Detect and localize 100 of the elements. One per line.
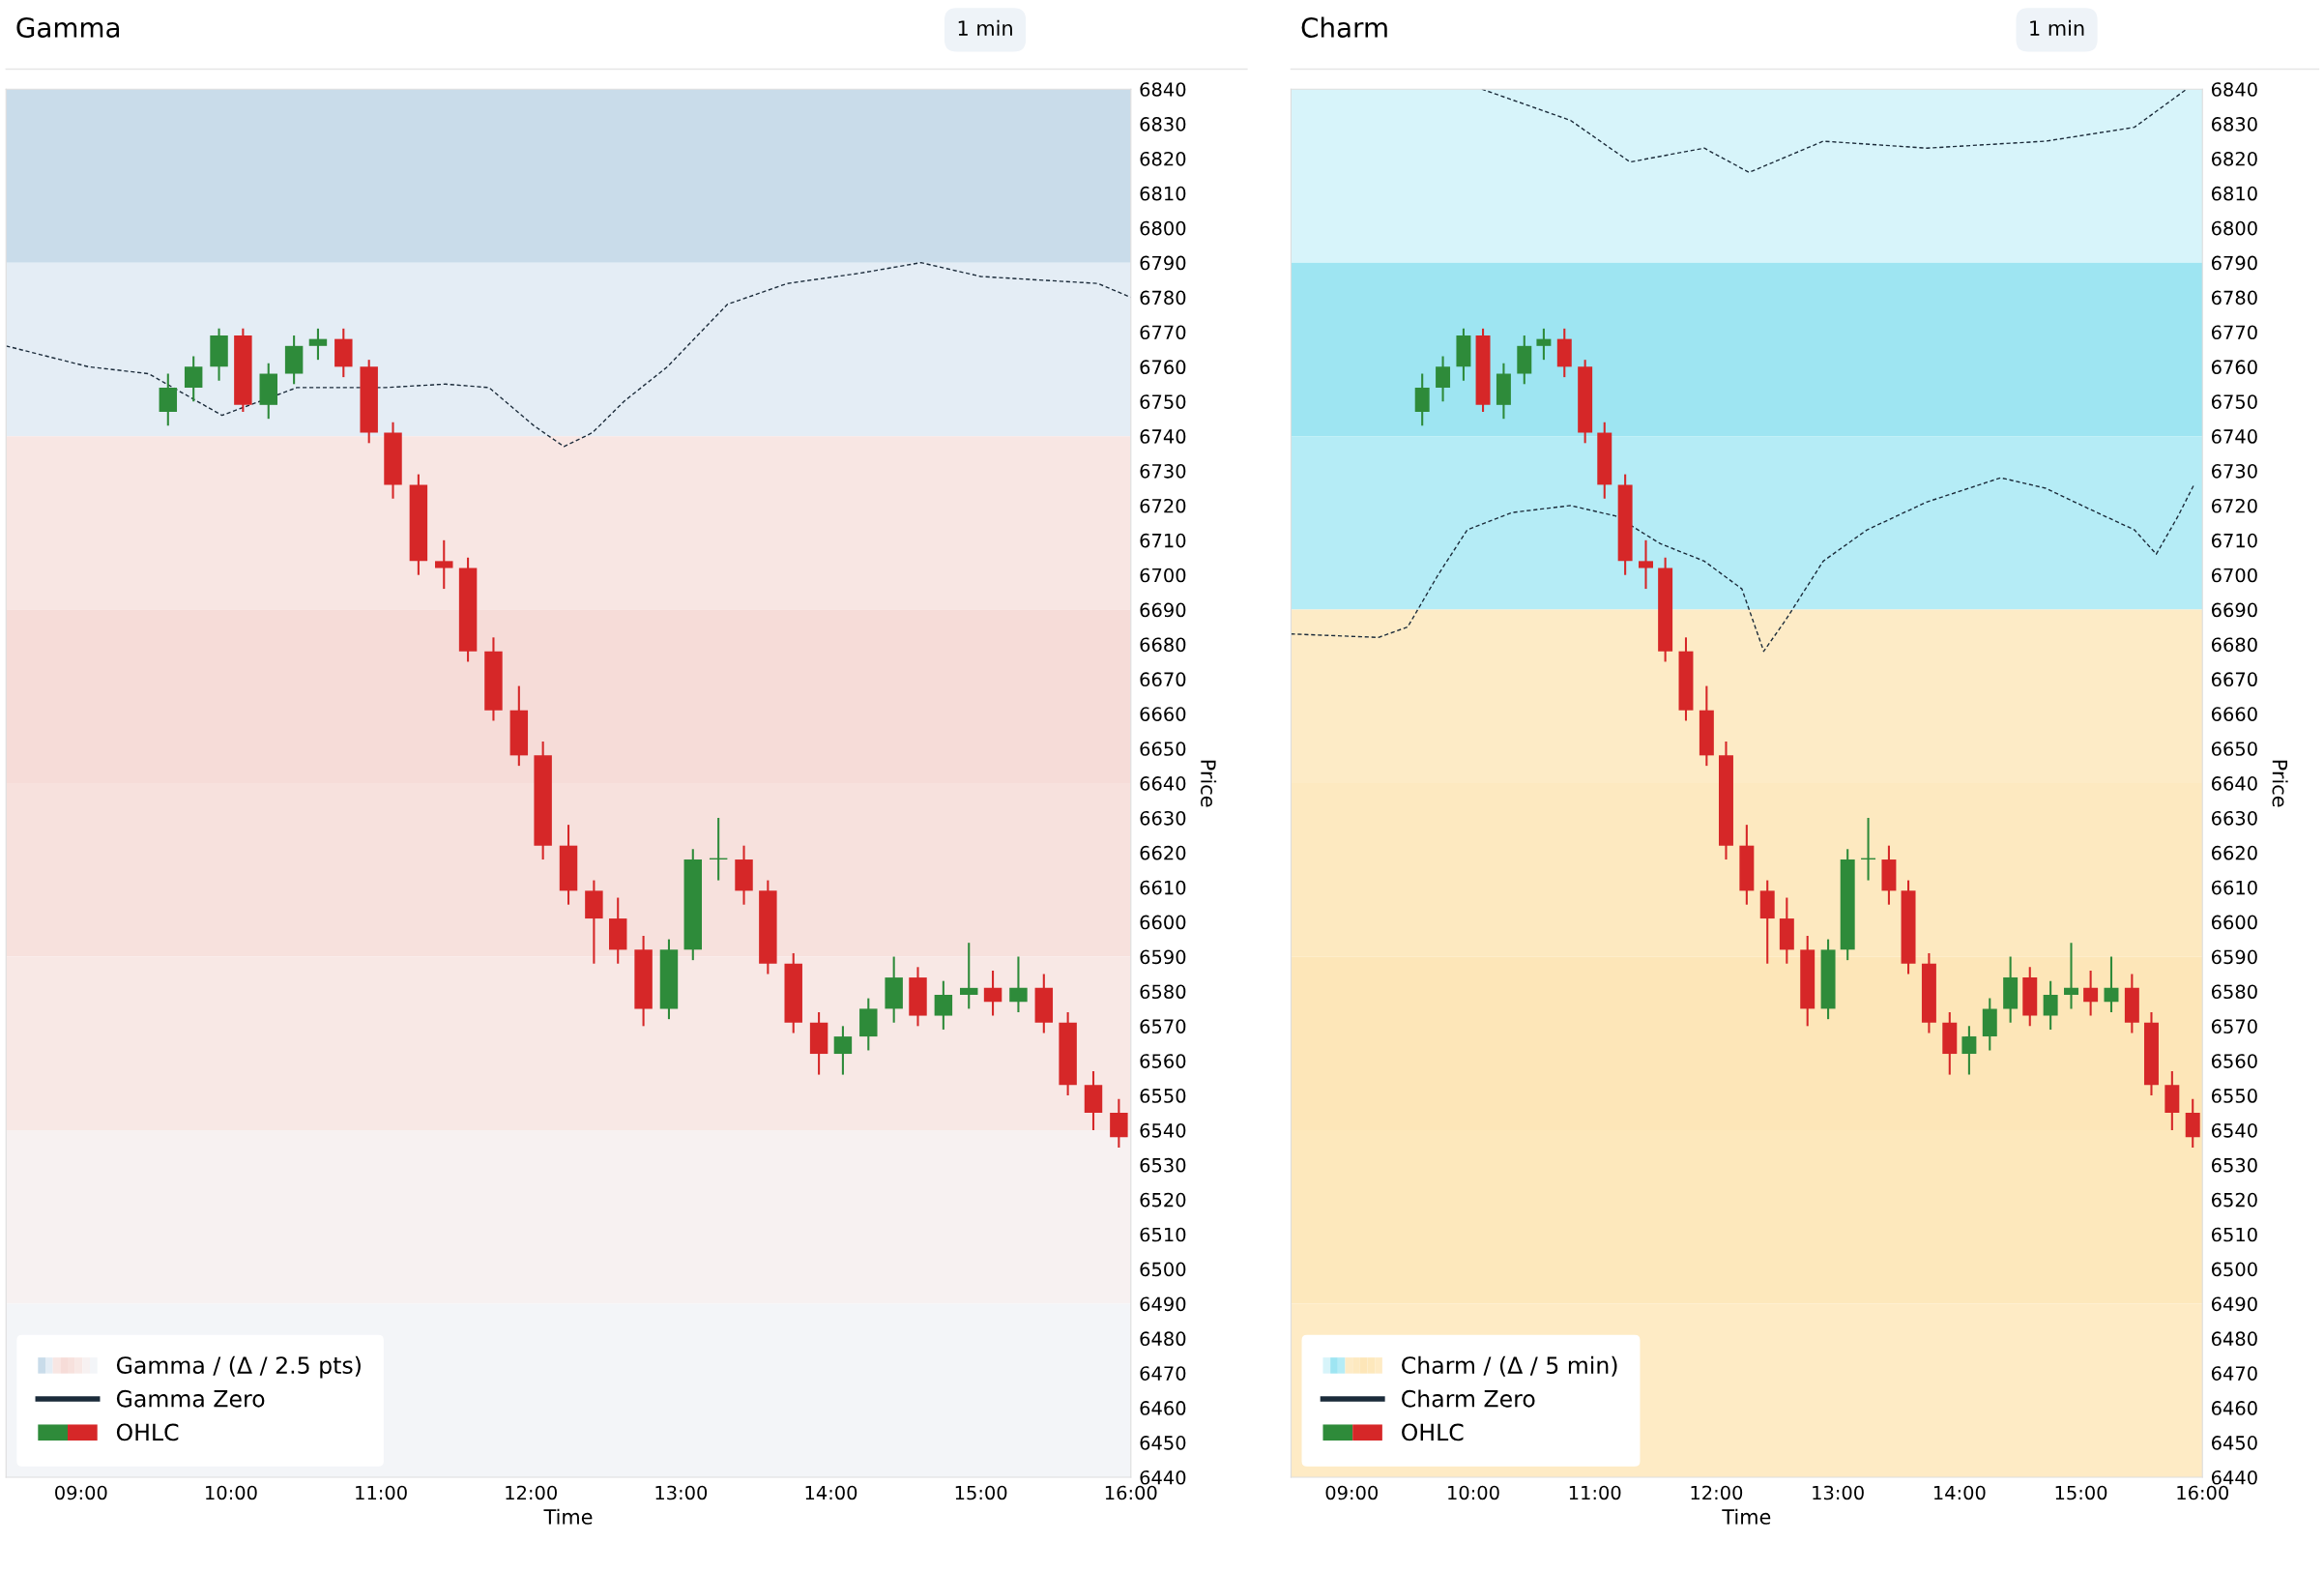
- line-series: [1291, 477, 2195, 653]
- x-tick-label: 14:00: [805, 1485, 857, 1500]
- y-tick-label: 6770: [1140, 325, 1186, 340]
- y-tick-label: 6790: [1140, 255, 1186, 271]
- y-tick-label: 6570: [1140, 1019, 1186, 1033]
- y-tick-label: 6560: [2211, 1054, 2257, 1068]
- candlestick: [1009, 955, 1028, 1014]
- text: 1 min: [2030, 19, 2084, 36]
- y-tick-label: 6740: [1140, 429, 1186, 444]
- y-tick-label: 6530: [2211, 1157, 2257, 1173]
- candlestick: [184, 355, 203, 403]
- x-tick-label: 11:00: [356, 1485, 407, 1500]
- x-tick-label: 13:00: [1813, 1485, 1864, 1500]
- y-tick-label: 6820: [2211, 151, 2257, 166]
- y-tick-label: 6760: [1140, 360, 1186, 375]
- candlestick: [308, 327, 328, 362]
- y-tick-label: 6590: [2211, 949, 2257, 965]
- x-tick-label: 14:00: [1933, 1485, 1986, 1500]
- y-tick-label: 6760: [2211, 360, 2257, 375]
- y-axis-title: Price: [1201, 760, 1217, 807]
- x-tick-label: 11:00: [1569, 1485, 1621, 1500]
- annotation: Charm / (Δ / 5 min): [1402, 1355, 1617, 1377]
- candlestick: [2043, 979, 2058, 1031]
- y-tick-label: 6450: [1140, 1436, 1186, 1450]
- candlestick: [1639, 539, 1653, 591]
- y-tick-label: 6630: [1140, 810, 1186, 826]
- y-tick-label: 6600: [1140, 915, 1186, 930]
- candlestick: [833, 1025, 853, 1076]
- x-tick-label: 15:00: [955, 1485, 1007, 1500]
- y-tick-label: 6720: [1140, 498, 1186, 513]
- y-tick-label: 6670: [1140, 672, 1186, 687]
- y-tick-label: 6770: [2211, 325, 2257, 340]
- y-tick-label: 6610: [2211, 880, 2257, 895]
- y-tick-label: 6540: [2211, 1122, 2257, 1138]
- y-tick-label: 6680: [1140, 637, 1186, 653]
- y-tick-label: 6660: [2211, 707, 2257, 721]
- y-tick-label: 6560: [1140, 1054, 1186, 1068]
- y-tick-label: 6580: [1140, 984, 1186, 1000]
- text: 1 min: [958, 19, 1012, 36]
- chart-title: Gamma: [16, 16, 120, 38]
- legend-label: Gamma Zero: [116, 1389, 265, 1408]
- candlestick: [960, 942, 978, 1010]
- y-tick-label: 6790: [2211, 255, 2257, 271]
- x-tick-label: 13:00: [655, 1485, 708, 1500]
- y-tick-label: 6750: [1140, 394, 1186, 409]
- y-tick-label: 6800: [2211, 220, 2257, 236]
- y-tick-label: 6610: [1140, 880, 1186, 895]
- y-tick-label: 6470: [2211, 1366, 2257, 1381]
- y-tick-label: 6550: [1140, 1089, 1186, 1103]
- y-tick-label: 6740: [2211, 429, 2257, 444]
- y-tick-label: 6810: [1140, 186, 1186, 201]
- x-axis-title: Time: [543, 1508, 593, 1525]
- y-tick-label: 6600: [2211, 915, 2257, 930]
- y-tick-label: 6480: [1140, 1331, 1186, 1347]
- y-tick-label: 6580: [2211, 984, 2257, 1000]
- y-tick-label: 6490: [2211, 1296, 2257, 1312]
- y-tick-label: 6500: [1140, 1262, 1186, 1277]
- x-tick-label: 12:00: [506, 1485, 557, 1500]
- x-tick-label: 16:00: [2177, 1485, 2228, 1500]
- y-tick-label: 6640: [1140, 776, 1186, 791]
- candlestick: [1961, 1025, 1977, 1076]
- legend-label: OHLC: [1402, 1423, 1464, 1441]
- candlestick: [435, 539, 453, 591]
- y-tick-label: 6670: [2211, 672, 2257, 687]
- y-tick-label: 6690: [1140, 602, 1186, 618]
- x-tick-label: 15:00: [2055, 1485, 2107, 1500]
- legend-label: OHLC: [116, 1423, 179, 1441]
- x-tick-label: 09:00: [55, 1485, 107, 1500]
- y-tick-label: 6730: [1140, 463, 1186, 479]
- y-tick-label: 6660: [1140, 707, 1186, 721]
- y-tick-label: 6540: [1140, 1122, 1186, 1138]
- y-tick-label: 6750: [2211, 394, 2257, 409]
- candlestick: [934, 979, 953, 1031]
- y-tick-label: 6460: [2211, 1401, 2257, 1415]
- line-series: [1481, 89, 2188, 174]
- y-tick-label: 6730: [2211, 463, 2257, 479]
- y-tick-label: 6650: [2211, 742, 2257, 756]
- x-tick-label: 16:00: [1105, 1485, 1157, 1500]
- candlestick: [2083, 969, 2099, 1017]
- x-tick-label: 09:00: [1325, 1485, 1379, 1500]
- y-tick-label: 6780: [1140, 290, 1186, 306]
- y-tick-label: 6450: [2211, 1436, 2257, 1450]
- annotation: Gamma / (Δ / 2.5 pts): [116, 1355, 361, 1379]
- y-tick-label: 6810: [2211, 186, 2257, 201]
- legend-label: Charm Zero: [1402, 1389, 1535, 1408]
- x-tick-label: 12:00: [1691, 1485, 1743, 1500]
- candlestick: [983, 969, 1002, 1017]
- y-tick-label: 6510: [2211, 1227, 2257, 1242]
- y-tick-label: 6820: [1140, 151, 1186, 166]
- y-tick-label: 6780: [2211, 290, 2257, 306]
- y-tick-label: 6520: [2211, 1192, 2257, 1208]
- y-tick-label: 6500: [2211, 1262, 2257, 1277]
- y-tick-label: 6570: [2211, 1019, 2257, 1033]
- y-tick-label: 6550: [2211, 1089, 2257, 1103]
- x-tick-label: 10:00: [206, 1485, 257, 1500]
- y-tick-label: 6710: [2211, 533, 2257, 548]
- y-tick-label: 6640: [2211, 776, 2257, 791]
- y-tick-label: 6720: [2211, 498, 2257, 513]
- y-tick-label: 6840: [2211, 82, 2257, 97]
- y-tick-label: 6700: [1140, 568, 1186, 583]
